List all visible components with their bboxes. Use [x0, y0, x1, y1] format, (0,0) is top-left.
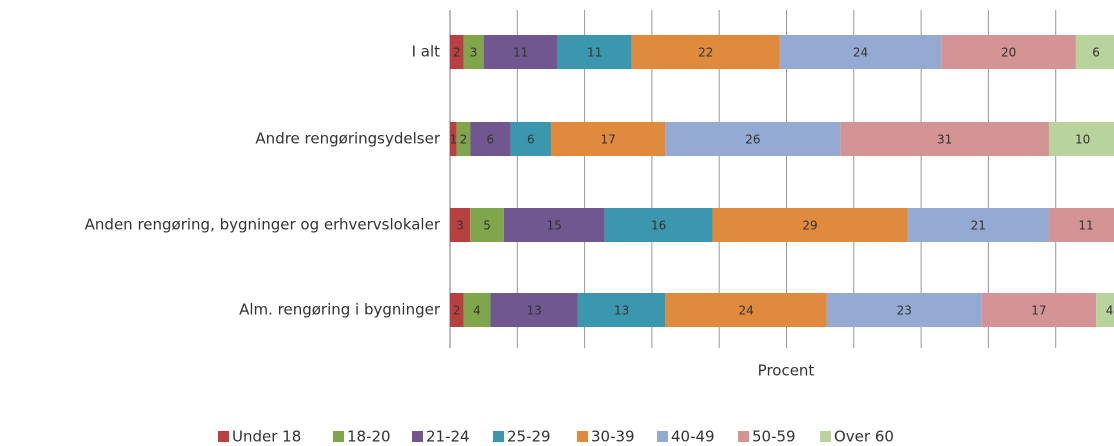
legend-swatch [493, 431, 504, 442]
bar-segment [665, 122, 841, 156]
value-label: 6 [487, 133, 495, 147]
legend-swatch [738, 431, 749, 442]
legend-label: 18-20 [347, 428, 391, 446]
bar-segment [456, 122, 471, 156]
y-tick-label: Alm. rengøring i bygninger [239, 301, 441, 319]
bar-segment [779, 35, 942, 69]
value-label: 6 [1092, 46, 1100, 60]
bar-segment [450, 293, 464, 327]
value-label: 21 [971, 219, 986, 233]
value-label: 10 [1075, 133, 1090, 147]
legend-label: Under 18 [232, 428, 301, 446]
value-label: 23 [897, 304, 912, 318]
value-label: 24 [738, 304, 753, 318]
legend-swatch [412, 431, 423, 442]
bar-segment [1048, 122, 1114, 156]
value-label: 20 [1001, 46, 1016, 60]
value-label: 17 [601, 133, 616, 147]
y-tick-label: I alt [412, 43, 441, 61]
y-tick-label: Andre rengøringsydelser [255, 130, 440, 148]
bar-segment [470, 122, 511, 156]
legend-swatch [333, 431, 344, 442]
bar-segment [1048, 208, 1114, 242]
value-label: 26 [745, 133, 760, 147]
value-label: 13 [614, 304, 629, 318]
value-label: 22 [698, 46, 713, 60]
value-label: 2 [453, 304, 461, 318]
legend-swatch [577, 431, 588, 442]
bar-segment [981, 293, 1097, 327]
bar-segment [450, 122, 457, 156]
bar-segment [503, 208, 605, 242]
bar-segment [483, 35, 558, 69]
bar-segment [470, 208, 504, 242]
bar-segment [1075, 35, 1114, 69]
y-tick-label: Anden rengøring, bygninger og erhvervslo… [85, 216, 441, 234]
x-axis-label: Procent [758, 362, 815, 380]
value-label: 17 [1031, 304, 1046, 318]
legend-swatch [820, 431, 831, 442]
value-label: 16 [651, 219, 666, 233]
bar-segment [450, 35, 464, 69]
bar-segment [631, 35, 780, 69]
bar-segment [604, 208, 713, 242]
legend-label: 50-59 [752, 428, 796, 446]
value-label: 11 [587, 46, 602, 60]
value-label: 31 [937, 133, 952, 147]
bar-segment [941, 35, 1076, 69]
bar-segment [557, 35, 632, 69]
bar-segment [712, 208, 908, 242]
value-label: 15 [547, 219, 562, 233]
value-label: 4 [473, 304, 481, 318]
value-label: 29 [802, 219, 817, 233]
bar-segment [577, 293, 666, 327]
bar-segment [665, 293, 827, 327]
bar-segment [826, 293, 982, 327]
legend-label: 25-29 [507, 428, 551, 446]
value-label: 3 [456, 219, 464, 233]
legend-label: 21-24 [426, 428, 470, 446]
value-label: 2 [460, 133, 468, 147]
legend-label: 40-49 [671, 428, 715, 446]
bar-segment [907, 208, 1049, 242]
value-label: 6 [527, 133, 535, 147]
value-label: 13 [526, 304, 541, 318]
value-label: 2 [453, 46, 461, 60]
bar-segment [463, 35, 484, 69]
value-label: 24 [853, 46, 868, 60]
value-label: 11 [513, 46, 528, 60]
value-label: 5 [483, 219, 491, 233]
value-label: 1 [450, 133, 458, 147]
bar-segment [1096, 293, 1114, 327]
legend-label: Over 60 [834, 428, 894, 446]
legend-swatch [657, 431, 668, 442]
value-label: 4 [1106, 304, 1114, 318]
bar-segment [463, 293, 491, 327]
bar-segment [450, 208, 471, 242]
bar-segment [490, 293, 578, 327]
bar-segment [840, 122, 1049, 156]
legend-swatch [218, 431, 229, 442]
value-label: 3 [470, 46, 478, 60]
bar-segment [510, 122, 551, 156]
bar-segment [550, 122, 666, 156]
legend-label: 30-39 [591, 428, 635, 446]
value-label: 11 [1078, 219, 1093, 233]
